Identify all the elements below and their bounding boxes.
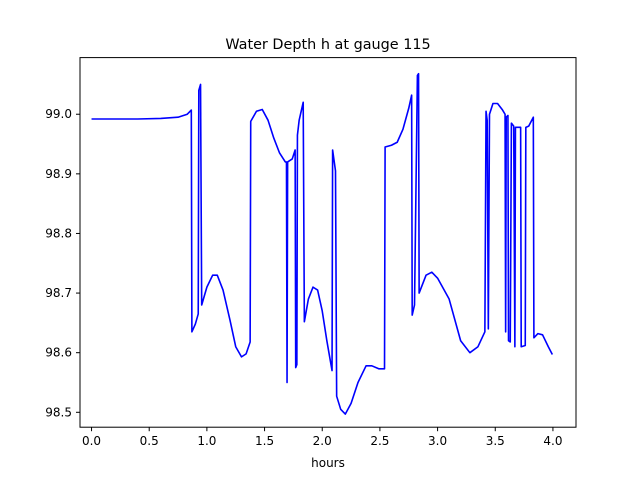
y-tick-label: 98.7 [45, 286, 72, 300]
x-tick-label: 0.5 [140, 434, 159, 448]
x-tick-label: 1.5 [255, 434, 274, 448]
plot-area [80, 57, 576, 428]
x-tick-label: 0.0 [82, 434, 101, 448]
y-tick-label: 98.6 [45, 346, 72, 360]
ticks-layer: 0.0 0.5 1.0 1.5 2.0 2.5 3.0 3.5 4.0 98.5 98.6 98.7 9… [45, 107, 562, 448]
x-axis-label: hours [311, 456, 345, 470]
series-line-0 [91, 72, 554, 415]
x-tick-label: 3.0 [428, 434, 447, 448]
x-tick-label: 3.5 [486, 434, 505, 448]
y-tick-label: 98.9 [45, 167, 72, 181]
y-tick-label: 99.0 [45, 107, 72, 121]
series-layer [91, 72, 554, 415]
chart-title: Water Depth h at gauge 115 [225, 37, 430, 53]
y-tick-label: 98.8 [45, 226, 72, 240]
x-tick-label: 4.0 [543, 434, 562, 448]
x-tick-label: 2.0 [313, 434, 332, 448]
x-tick-label: 1.0 [197, 434, 216, 448]
x-tick-label: 2.5 [370, 434, 389, 448]
plot-frame [79, 57, 577, 428]
y-tick-label: 98.5 [45, 405, 72, 419]
